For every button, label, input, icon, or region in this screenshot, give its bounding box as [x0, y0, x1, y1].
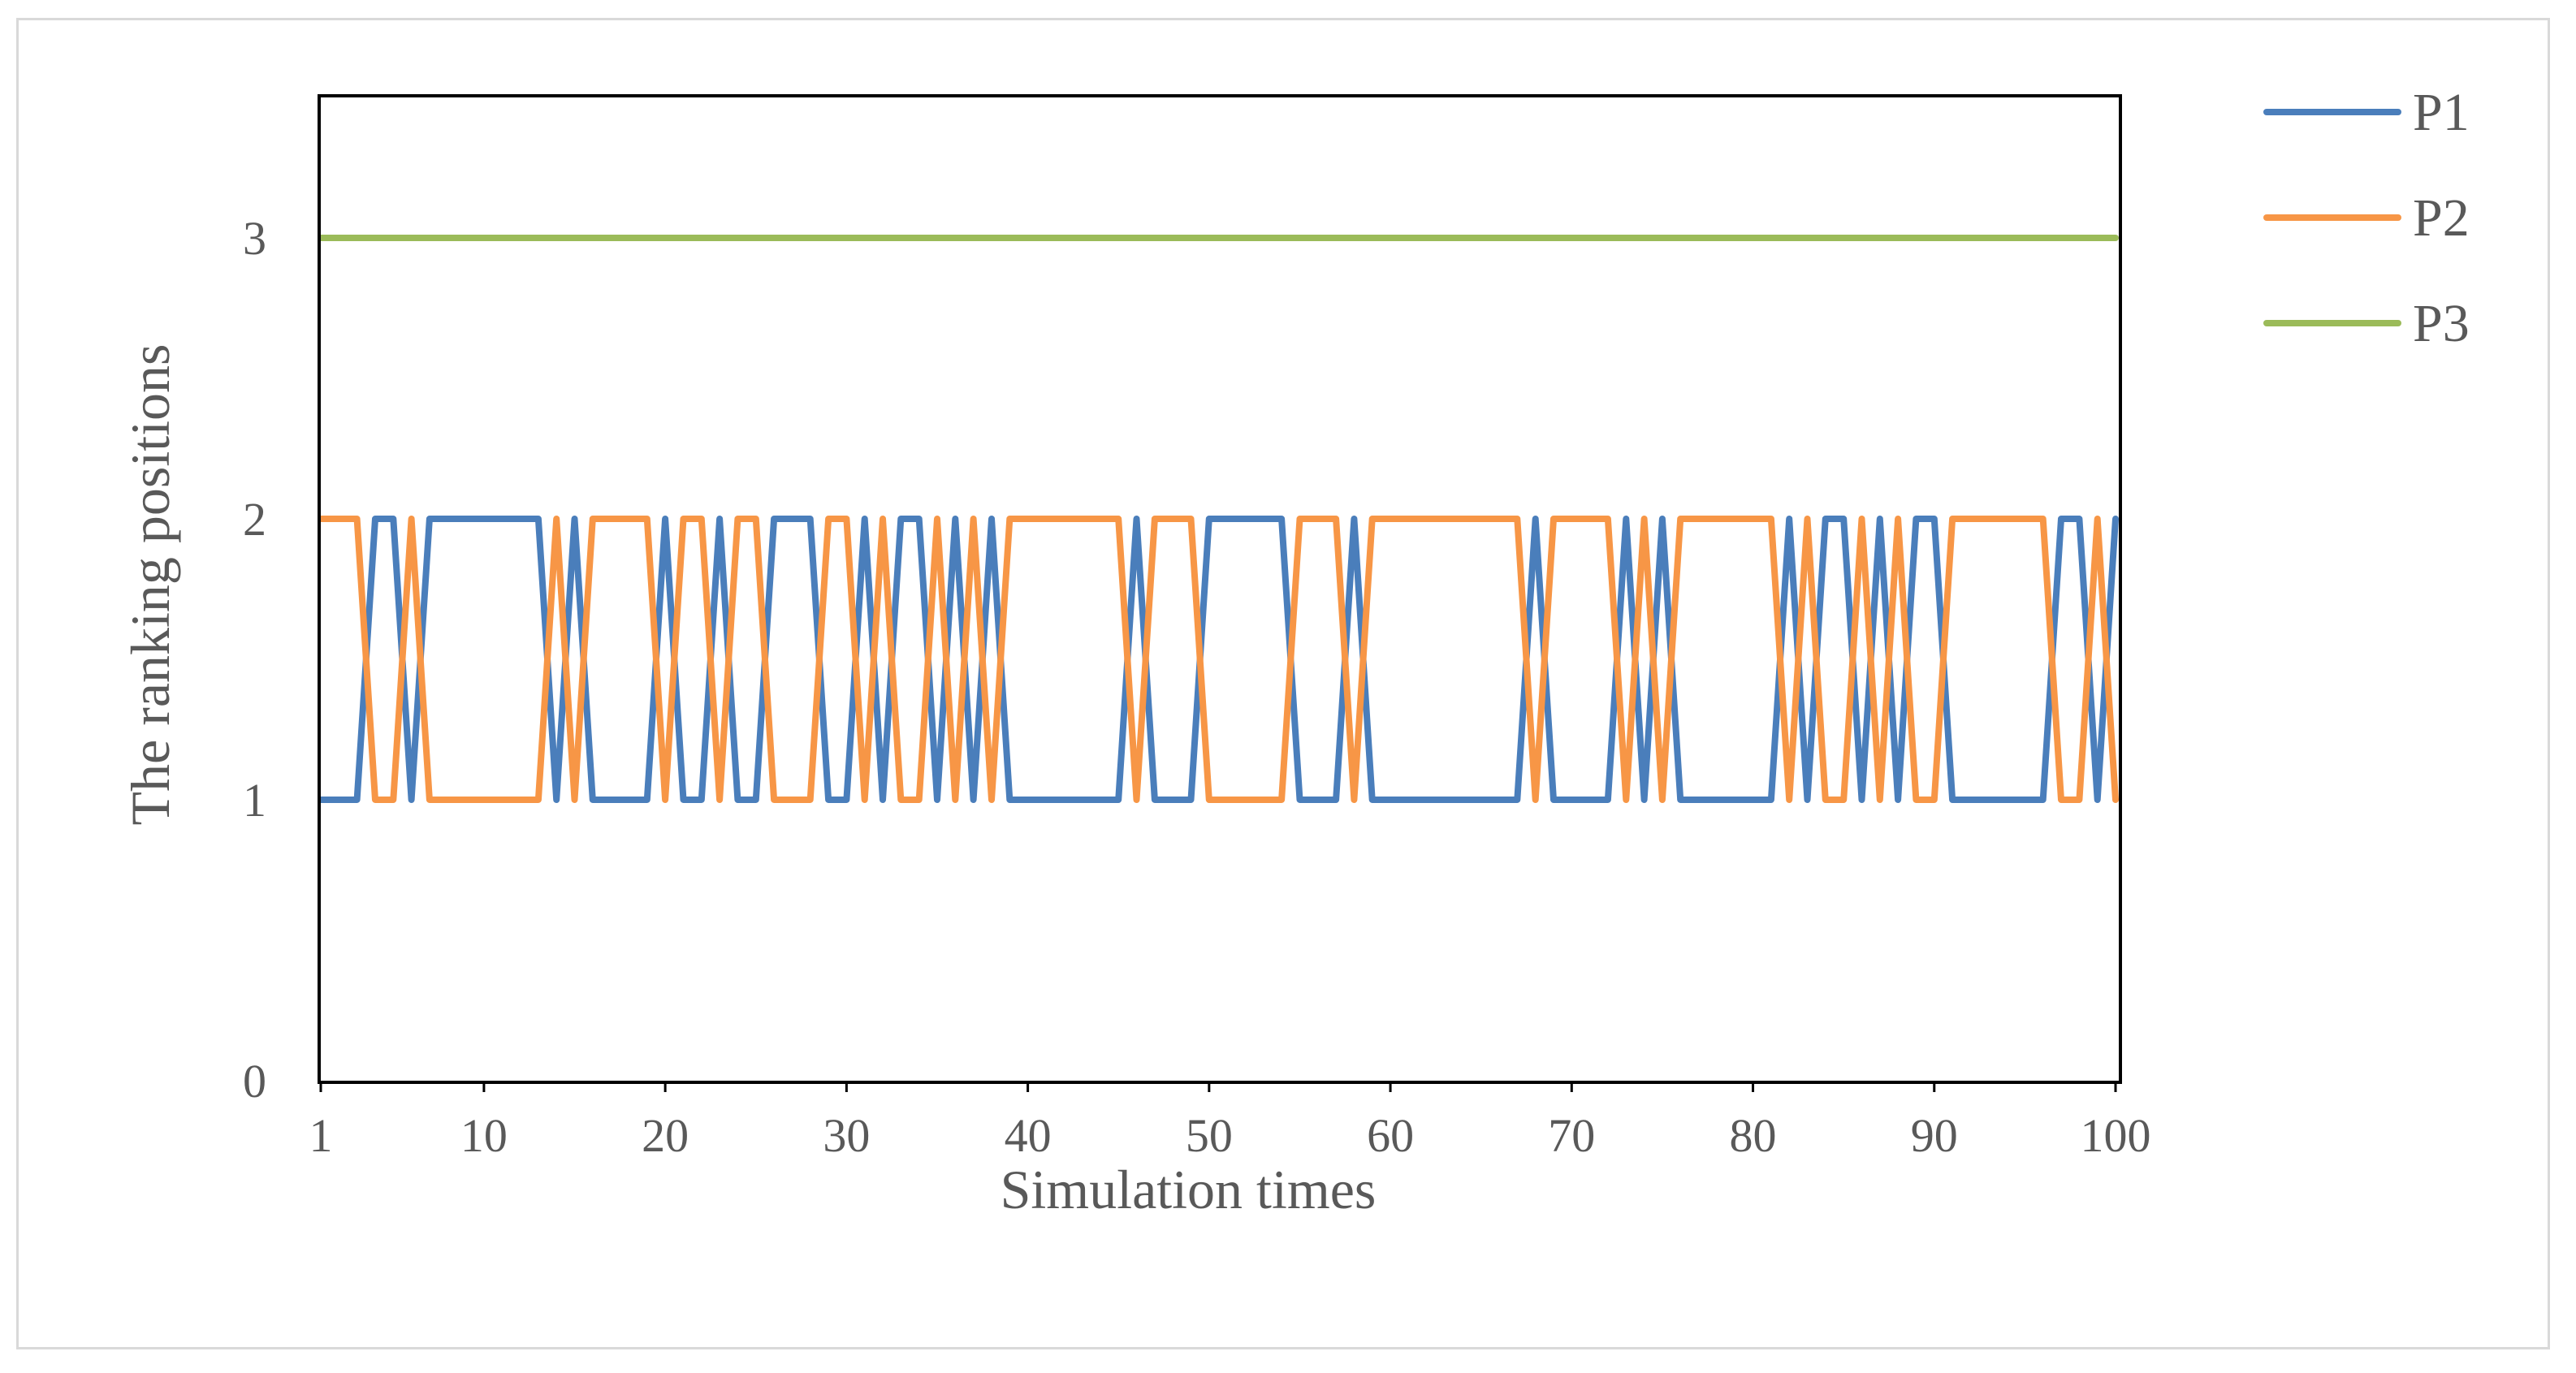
- x-tick-label: 20: [642, 1109, 689, 1162]
- x-tick-label: 1: [309, 1109, 333, 1162]
- y-tick-label: 0: [243, 1055, 266, 1107]
- x-axis-title: Simulation times: [1001, 1159, 1377, 1220]
- y-tick-label: 3: [243, 212, 266, 265]
- x-tick-label: 60: [1367, 1109, 1414, 1162]
- x-tick-label: 30: [823, 1109, 870, 1162]
- legend: P1 P2 P3: [2263, 83, 2470, 353]
- x-tick-label: 10: [460, 1109, 508, 1162]
- y-tick-label: 1: [243, 774, 266, 827]
- x-tick-label: 40: [1005, 1109, 1052, 1162]
- x-tick-label: 100: [2081, 1109, 2151, 1162]
- legend-label-p3: P3: [2413, 294, 2470, 353]
- x-tick-label: 80: [1730, 1109, 1777, 1162]
- legend-label-p2: P2: [2413, 188, 2470, 248]
- x-tick-label: 70: [1548, 1109, 1595, 1162]
- y-tick-label: 2: [243, 493, 266, 546]
- legend-label-p1: P1: [2413, 83, 2470, 142]
- series-line-p2: [318, 516, 2119, 803]
- plot-area-border: [318, 94, 2122, 1084]
- x-tick-label: 90: [1911, 1109, 1958, 1162]
- x-tick-label: 50: [1186, 1109, 1233, 1162]
- y-axis-title: The ranking positions: [119, 343, 181, 825]
